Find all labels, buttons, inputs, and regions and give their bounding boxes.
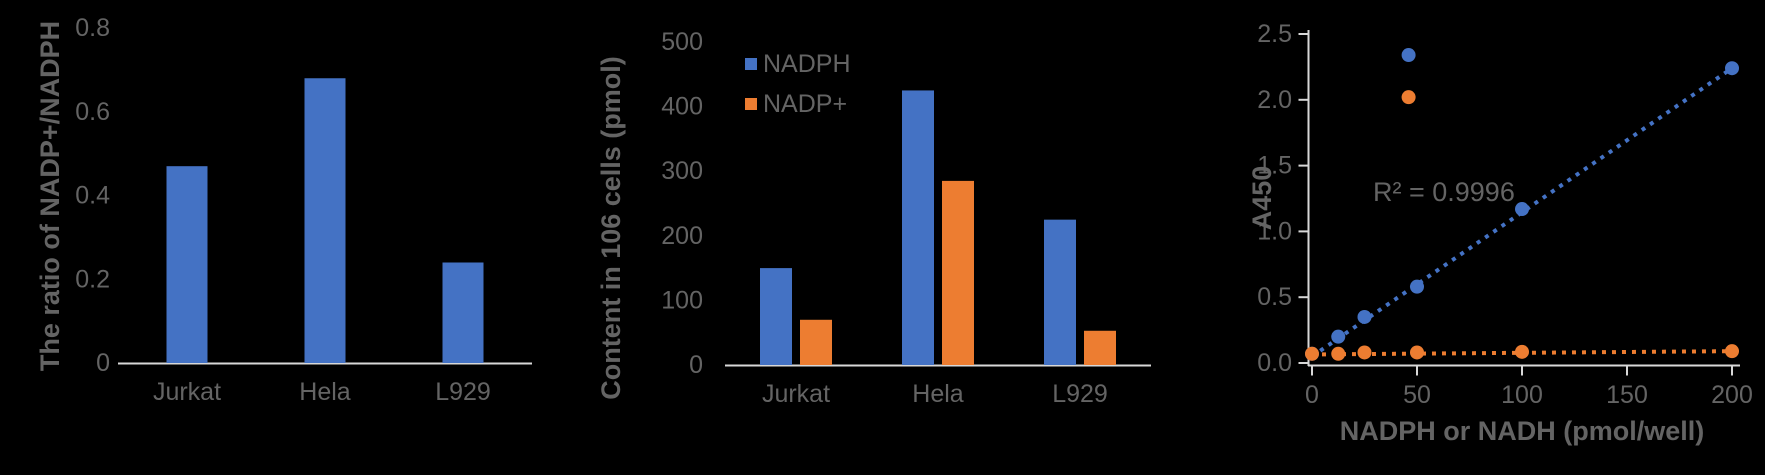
y-tick-label: 1.5 — [1257, 152, 1292, 180]
bar-l929 — [442, 262, 484, 363]
bar-hela-nadph — [902, 90, 934, 365]
y-tick-label: 0 — [689, 351, 703, 379]
scatter-point-orange-series — [1305, 346, 1319, 361]
legend-marker-orange — [1401, 90, 1416, 105]
bar-jurkat-nadpplus — [800, 319, 832, 365]
scatter-point-blue-series — [1410, 279, 1424, 294]
scatter-point-orange-series — [1515, 344, 1529, 359]
x-category-label: Jurkat — [153, 378, 221, 406]
y-axis-title: Content in 106 cells (pmol) — [596, 56, 626, 400]
x-tick-label: 100 — [1501, 381, 1543, 409]
scatter-point-orange-series — [1357, 345, 1372, 360]
y-tick-label: 300 — [661, 157, 703, 185]
legend-marker-blue — [1401, 48, 1416, 63]
legend-label-nadph: NADPH — [763, 50, 851, 78]
y-tick-label: 0.5 — [1257, 283, 1292, 311]
r-squared-annotation: R² = 0.9996 — [1373, 177, 1515, 207]
y-tick-label: 0.4 — [75, 182, 110, 210]
bar-jurkat — [166, 166, 208, 363]
scatter-point-blue-series — [1357, 309, 1372, 324]
bar-hela-nadpplus — [942, 180, 974, 365]
y-tick-label: 500 — [661, 28, 703, 56]
scatter-point-orange-series — [1410, 345, 1424, 360]
y-axis-title: The ratio of NADP+/NADPH — [35, 21, 65, 371]
legend-swatch-nadph — [745, 58, 757, 70]
y-tick-label: 0.2 — [75, 265, 110, 293]
x-tick-label: 50 — [1403, 381, 1431, 409]
y-tick-label: 200 — [661, 222, 703, 250]
scatter-point-orange-series — [1725, 344, 1739, 359]
y-tick-label: 2.5 — [1257, 20, 1292, 48]
bar-hela — [304, 78, 346, 363]
x-tick-label: 150 — [1606, 381, 1648, 409]
x-category-label: Hela — [912, 380, 964, 408]
x-tick-label: 200 — [1711, 381, 1753, 409]
x-category-label: L929 — [435, 378, 491, 406]
bar-l929-nadpplus — [1084, 330, 1116, 365]
bar-jurkat-nadph — [760, 268, 792, 365]
bar-l929-nadph — [1044, 219, 1076, 365]
y-tick-label: 100 — [661, 286, 703, 314]
legend-label-nadpplus: NADP+ — [763, 90, 847, 118]
y-tick-label: 0.8 — [75, 14, 110, 42]
y-tick-label: 400 — [661, 93, 703, 121]
y-axis-title: A450 — [1247, 166, 1277, 231]
legend-swatch-nadpplus — [745, 98, 757, 110]
x-tick-label: 0 — [1305, 381, 1319, 409]
y-tick-label: 2.0 — [1257, 86, 1292, 114]
scatter-point-orange-series — [1331, 346, 1346, 361]
x-category-label: L929 — [1052, 380, 1108, 408]
x-axis-title: NADPH or NADH (pmol/well) — [1340, 416, 1705, 446]
x-category-label: Jurkat — [762, 380, 830, 408]
scatter-point-blue-series — [1515, 202, 1529, 217]
y-tick-label: 0.0 — [1257, 349, 1292, 377]
scatter-point-blue-series — [1331, 329, 1346, 344]
y-tick-label: 1.0 — [1257, 217, 1292, 245]
x-category-label: Hela — [299, 378, 351, 406]
scatter-point-blue-series — [1725, 61, 1739, 76]
y-tick-label: 0.6 — [75, 98, 110, 126]
y-tick-label: 0 — [96, 349, 110, 377]
